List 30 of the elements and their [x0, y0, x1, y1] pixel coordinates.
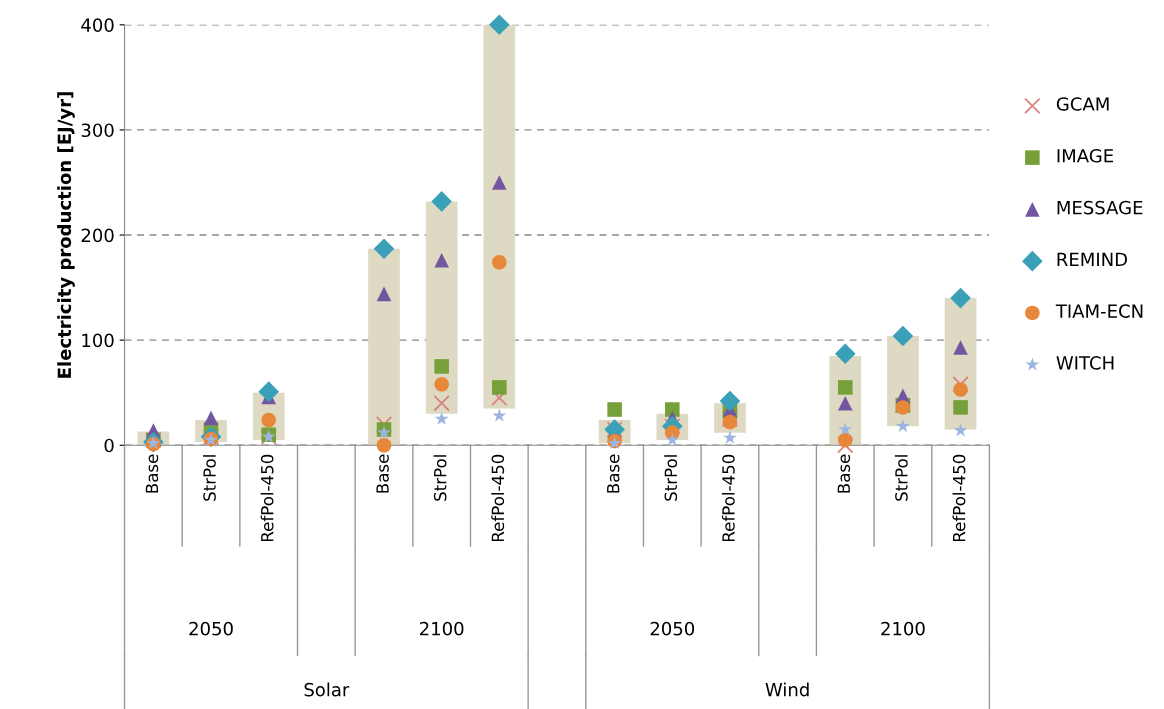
x-tick-label: RefPol-450	[721, 454, 735, 542]
x-tick-label: Base	[837, 454, 851, 493]
x-tick-label: StrPol	[433, 455, 447, 501]
y-tick-label: 300	[81, 123, 114, 138]
x-tick-label: Base	[145, 454, 159, 493]
legend-label: GCAM	[1056, 97, 1109, 111]
y-tick-label: 200	[81, 228, 114, 243]
x-tick-label: RefPol-450	[952, 454, 966, 542]
x-tick-label: StrPol	[202, 455, 216, 501]
text: 2050	[650, 621, 695, 636]
text: Solar	[304, 682, 350, 697]
x-tick-label: RefPol-450	[260, 454, 274, 542]
y-tick-label: 0	[104, 438, 114, 453]
text: 2100	[881, 621, 925, 636]
text: 2050	[189, 621, 233, 636]
text: 2100	[420, 621, 464, 636]
text: Wind	[765, 682, 809, 697]
legend-label: REMIND	[1057, 252, 1128, 266]
legend-label: WITCH	[1056, 356, 1114, 370]
y-axis-title: Electricity production [EJ/yr]	[57, 92, 75, 378]
y-tick-label: 400	[81, 18, 114, 32]
legend-label: IMAGE	[1057, 148, 1114, 163]
x-tick-label: StrPol	[664, 455, 678, 501]
x-tick-label: StrPol	[894, 455, 908, 501]
y-tick-label: 100	[82, 333, 114, 348]
x-tick-label: Base	[607, 454, 620, 493]
x-tick-label: RefPol-450	[491, 454, 505, 542]
legend-label: MESSAGE	[1057, 200, 1143, 215]
legend-label: TIAM-ECN	[1055, 304, 1143, 318]
x-tick-label: Base	[376, 454, 389, 493]
